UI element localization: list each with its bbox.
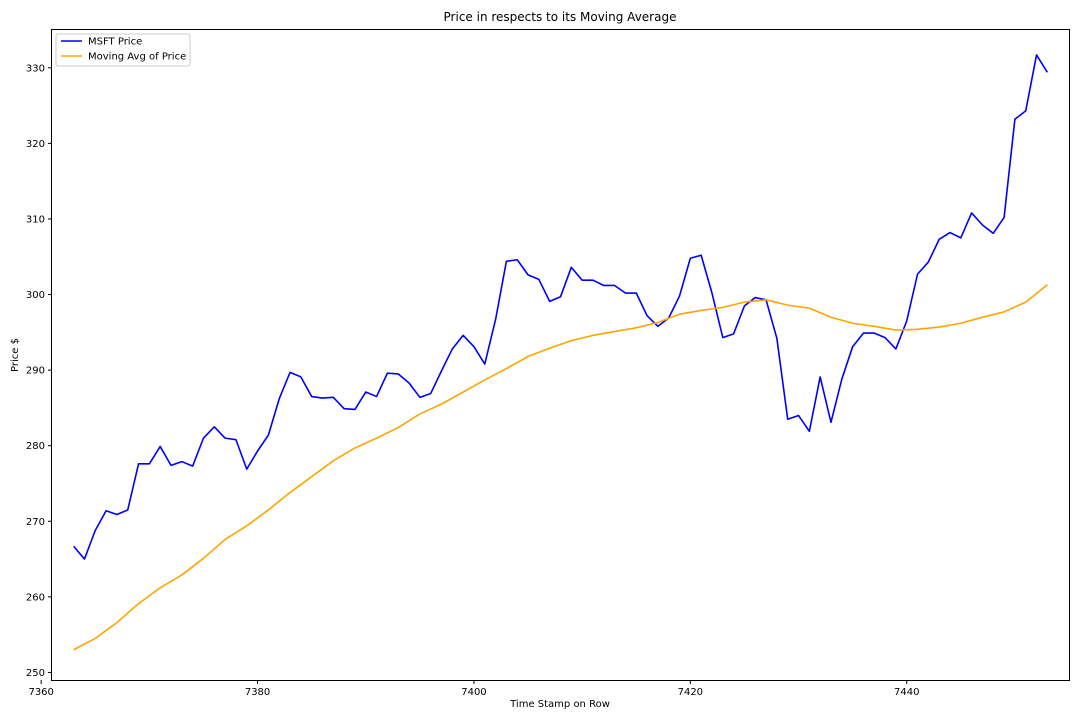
legend: MSFT Price Moving Avg of Price (55, 33, 191, 67)
y-tick-label: 280 (26, 441, 45, 452)
plot-area-frame (51, 29, 1070, 681)
y-tick-label: 330 (26, 63, 45, 74)
y-tick-label: 310 (26, 214, 45, 225)
legend-label-moving-avg: Moving Avg of Price (88, 52, 186, 63)
x-axis-label: Time Stamp on Row (509, 699, 610, 710)
x-tick-label: 7380 (245, 687, 270, 698)
y-tick-label: 250 (26, 668, 45, 679)
y-tick-label: 260 (26, 592, 45, 603)
y-axis: 250 260 270 280 290 300 310 320 330 (26, 63, 52, 679)
series-line-moving-avg (73, 284, 1048, 651)
x-tick-label: 7400 (461, 687, 486, 698)
y-axis-label: Price $ (10, 338, 21, 372)
y-tick-label: 290 (26, 366, 45, 377)
y-tick-label: 320 (26, 139, 45, 150)
series-layer (73, 54, 1049, 651)
x-tick-label: 7440 (894, 687, 919, 698)
x-tick-label: 7360 (28, 687, 53, 698)
x-tick-label: 7420 (678, 687, 703, 698)
series-line-msft-price (73, 54, 1049, 560)
legend-box (55, 33, 191, 67)
y-tick-label: 300 (26, 290, 45, 301)
x-axis: 7360 7380 7400 7420 7440 (28, 680, 919, 698)
chart-title: Price in respects to its Moving Average (444, 10, 677, 24)
y-tick-label: 270 (26, 517, 45, 528)
legend-label-msft-price: MSFT Price (88, 37, 142, 48)
